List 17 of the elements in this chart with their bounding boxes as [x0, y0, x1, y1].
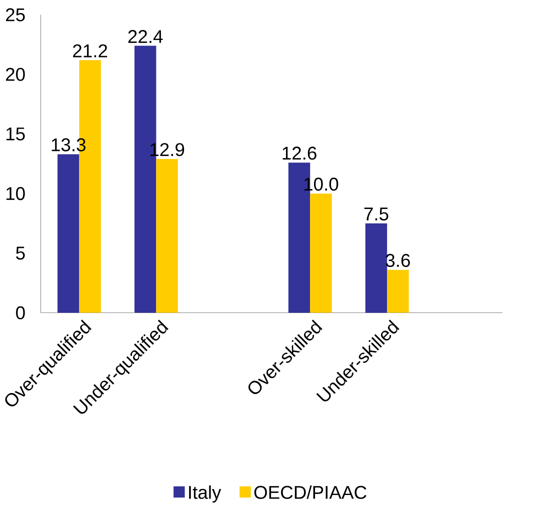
data-label: 21.2 [73, 44, 108, 58]
y-tick-label: 0 [16, 306, 25, 320]
y-tick-label: 5 [16, 246, 25, 260]
y-tick-label: 25 [6, 8, 25, 22]
legend-label: OECD/PIAAC [254, 485, 366, 499]
bar [365, 223, 388, 313]
data-label: 22.4 [128, 30, 163, 43]
bar [310, 194, 332, 313]
data-label: 12.6 [282, 146, 316, 160]
bar [387, 270, 409, 313]
data-label: 7.5 [364, 208, 388, 220]
y-tick-label: 20 [6, 68, 25, 81]
y-tick-label: 15 [6, 128, 25, 140]
bar [156, 158, 178, 313]
bar [58, 154, 80, 313]
legend-label: Italy [189, 485, 222, 503]
y-tick-label: 10 [6, 186, 25, 200]
